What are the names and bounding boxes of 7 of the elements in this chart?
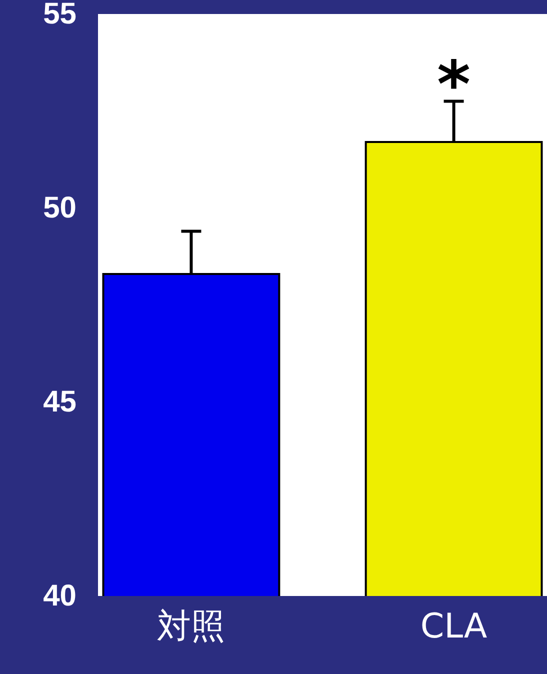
y-tick-label: 45 — [43, 386, 76, 418]
x-tick-label: 対照 — [157, 606, 226, 646]
y-tick-label: 40 — [43, 580, 76, 612]
y-tick-label: 50 — [43, 192, 76, 224]
y-tick-label: 55 — [43, 0, 76, 30]
annotation: * — [437, 48, 471, 122]
x-tick-label: CLA — [420, 606, 488, 646]
